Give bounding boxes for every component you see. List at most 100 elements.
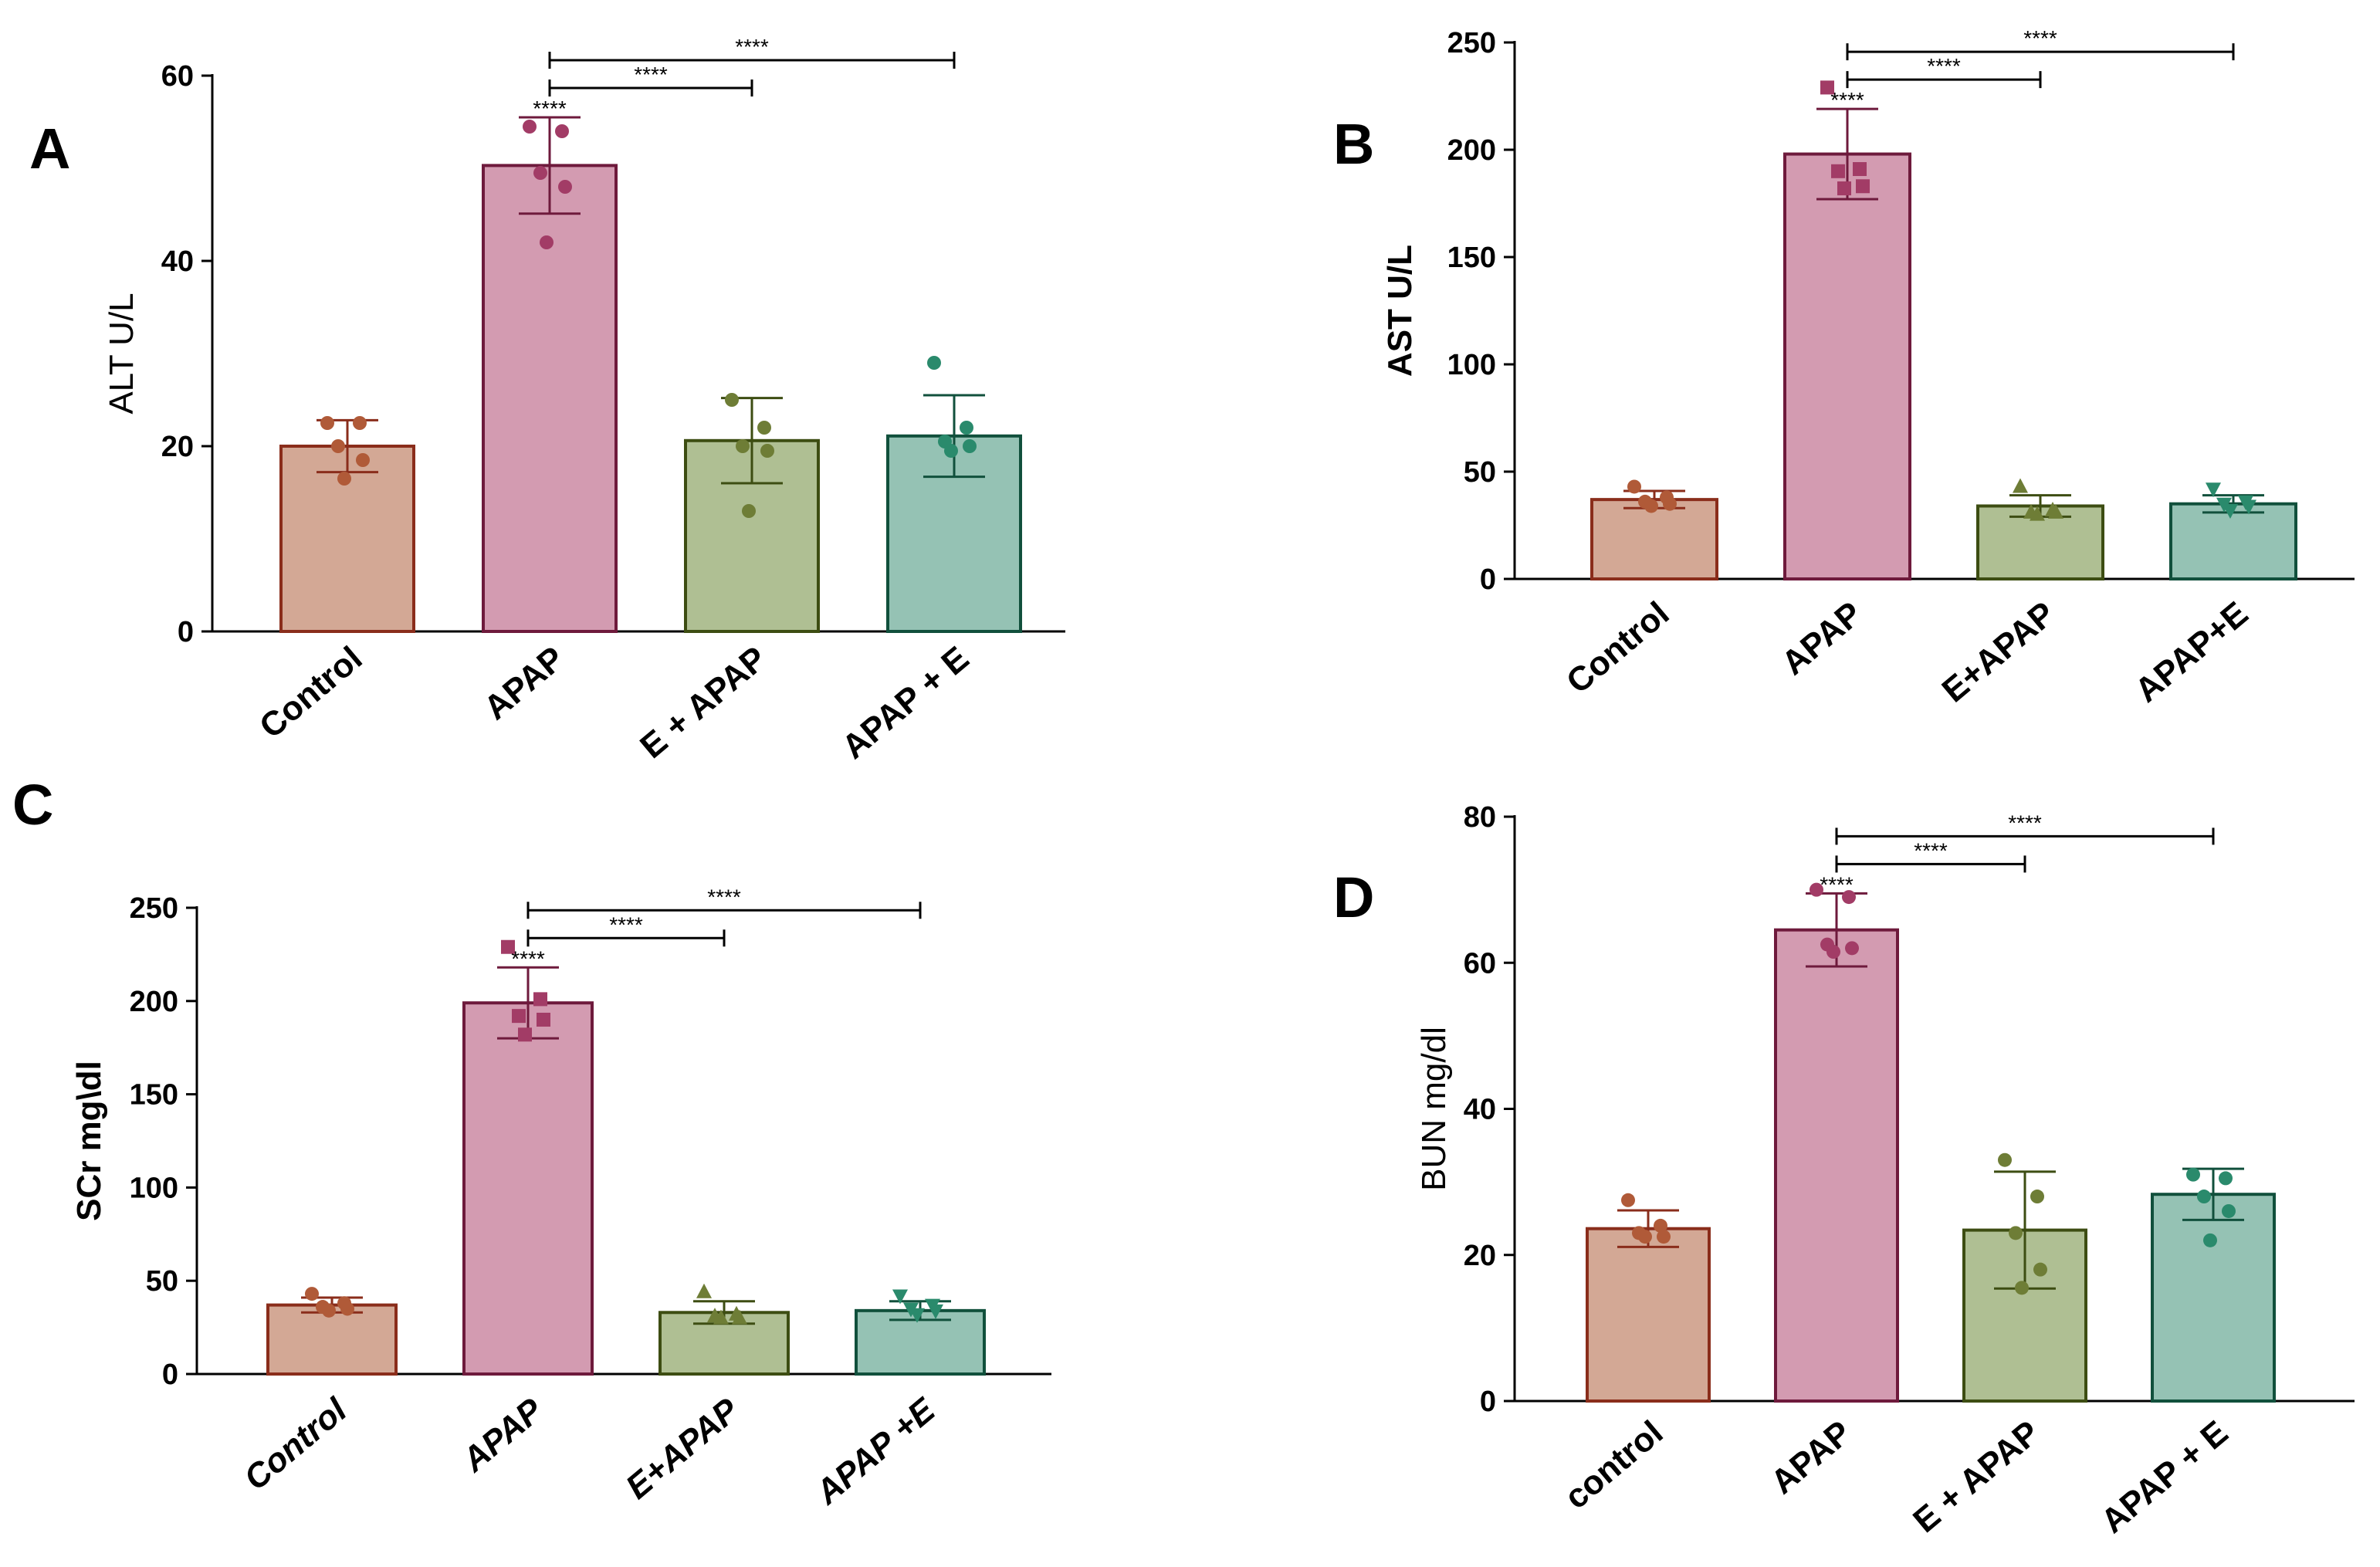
data-point bbox=[2206, 482, 2221, 498]
y-axis-label: AST U/L bbox=[1381, 245, 1419, 377]
data-point bbox=[2222, 1203, 2236, 1218]
x-category-label: APAP bbox=[1764, 1413, 1859, 1501]
y-tick-label: 20 bbox=[1464, 1240, 1496, 1272]
data-point bbox=[1654, 1218, 1667, 1233]
bar bbox=[462, 1001, 594, 1376]
significance-bracket bbox=[548, 80, 753, 96]
significance-marker: **** bbox=[1830, 88, 1864, 112]
data-point bbox=[742, 504, 756, 518]
significance-bracket bbox=[1835, 827, 2215, 845]
data-point bbox=[1856, 179, 1870, 194]
data-point bbox=[1837, 181, 1851, 196]
x-category-label: APAP+E bbox=[2128, 594, 2256, 709]
data-point bbox=[1826, 945, 1840, 959]
data-point bbox=[757, 421, 771, 435]
y-tick-label: 200 bbox=[130, 986, 178, 1018]
significance-label: **** bbox=[2023, 26, 2057, 50]
data-point bbox=[540, 235, 554, 249]
data-point bbox=[696, 1283, 712, 1298]
data-point bbox=[725, 393, 739, 407]
data-point bbox=[320, 416, 334, 430]
data-point bbox=[331, 439, 345, 453]
significance-label: **** bbox=[1914, 838, 1948, 862]
data-point bbox=[1842, 890, 1856, 905]
y-tick-label: 250 bbox=[130, 892, 178, 925]
data-point bbox=[1831, 164, 1845, 178]
data-point bbox=[2015, 1281, 2029, 1295]
y-axis-label: ALT U/L bbox=[103, 293, 140, 414]
data-point bbox=[2030, 1190, 2044, 1204]
data-point bbox=[555, 124, 569, 138]
data-point bbox=[2033, 1262, 2047, 1277]
significance-bracket bbox=[1846, 43, 2235, 61]
data-point bbox=[963, 439, 977, 453]
significance-label: **** bbox=[735, 35, 769, 59]
x-category-label: APAP bbox=[1775, 594, 1870, 682]
data-point bbox=[353, 416, 367, 430]
x-category-label: E + APAP bbox=[1906, 1413, 2047, 1540]
data-point bbox=[356, 453, 370, 467]
y-tick-label: 100 bbox=[1447, 349, 1496, 381]
x-category-label: APAP + E bbox=[2094, 1413, 2235, 1541]
bar bbox=[1774, 928, 1899, 1403]
x-category-label: Control bbox=[252, 639, 369, 746]
panel-letter: A bbox=[29, 117, 70, 181]
bar bbox=[1783, 152, 1911, 580]
data-point bbox=[305, 1287, 319, 1301]
data-point bbox=[960, 421, 973, 435]
data-point bbox=[713, 1309, 729, 1325]
y-tick-label: 0 bbox=[1480, 564, 1496, 596]
y-axis-label: SCr mg\dl bbox=[70, 1061, 108, 1221]
data-point bbox=[512, 1009, 526, 1024]
y-tick-label: 0 bbox=[178, 616, 194, 648]
x-category-label: APAP + E bbox=[835, 639, 976, 767]
data-point bbox=[2219, 1171, 2233, 1186]
data-point bbox=[1845, 941, 1859, 956]
significance-marker: **** bbox=[1820, 872, 1854, 896]
data-point bbox=[2186, 1167, 2200, 1182]
x-category-label: E + APAP bbox=[633, 639, 774, 766]
data-point bbox=[1627, 479, 1641, 494]
significance-label: **** bbox=[2008, 811, 2042, 834]
data-point bbox=[1621, 1193, 1635, 1207]
panel-letter: D bbox=[1333, 865, 1374, 929]
significance-bracket bbox=[548, 52, 956, 69]
y-tick-label: 50 bbox=[146, 1265, 178, 1298]
x-category-label: Control bbox=[237, 1391, 354, 1498]
data-point bbox=[1644, 499, 1658, 513]
data-point bbox=[2048, 503, 2063, 519]
y-tick-label: 200 bbox=[1447, 134, 1496, 167]
data-point bbox=[1638, 1230, 1652, 1244]
significance-marker: **** bbox=[511, 946, 545, 970]
bar bbox=[482, 164, 618, 633]
significance-label: **** bbox=[707, 885, 741, 909]
data-point bbox=[944, 444, 958, 458]
data-point bbox=[909, 1308, 925, 1323]
data-point bbox=[2223, 504, 2238, 520]
y-tick-label: 60 bbox=[161, 60, 194, 93]
data-point bbox=[1998, 1152, 2012, 1167]
significance-marker: **** bbox=[533, 96, 567, 120]
x-category-label: E+APAP bbox=[1935, 594, 2063, 709]
y-tick-label: 60 bbox=[1464, 947, 1496, 980]
data-point bbox=[1853, 162, 1867, 177]
panel-d: D BUN mg/dl 0 20 40 60 80 control APAP E + APAP AP… bbox=[1333, 801, 2355, 1541]
data-point bbox=[533, 166, 547, 180]
data-point bbox=[537, 1012, 550, 1027]
data-point bbox=[2013, 478, 2028, 493]
data-point bbox=[927, 356, 941, 370]
data-point bbox=[1657, 1230, 1671, 1244]
y-tick-label: 50 bbox=[1464, 456, 1496, 489]
y-tick-label: 250 bbox=[1447, 27, 1496, 59]
y-tick-label: 40 bbox=[161, 245, 194, 278]
bar bbox=[1586, 1227, 1711, 1403]
data-point bbox=[2241, 499, 2256, 515]
data-point bbox=[340, 1301, 354, 1316]
data-point bbox=[1820, 80, 1834, 95]
data-point bbox=[518, 1027, 532, 1042]
x-category-label: control bbox=[1558, 1413, 1671, 1516]
data-point bbox=[2203, 1233, 2217, 1247]
panel-a: A ALT U/L 0 20 40 60 Control APAP E + APAP APAP +… bbox=[29, 35, 1065, 767]
data-point bbox=[892, 1289, 908, 1305]
